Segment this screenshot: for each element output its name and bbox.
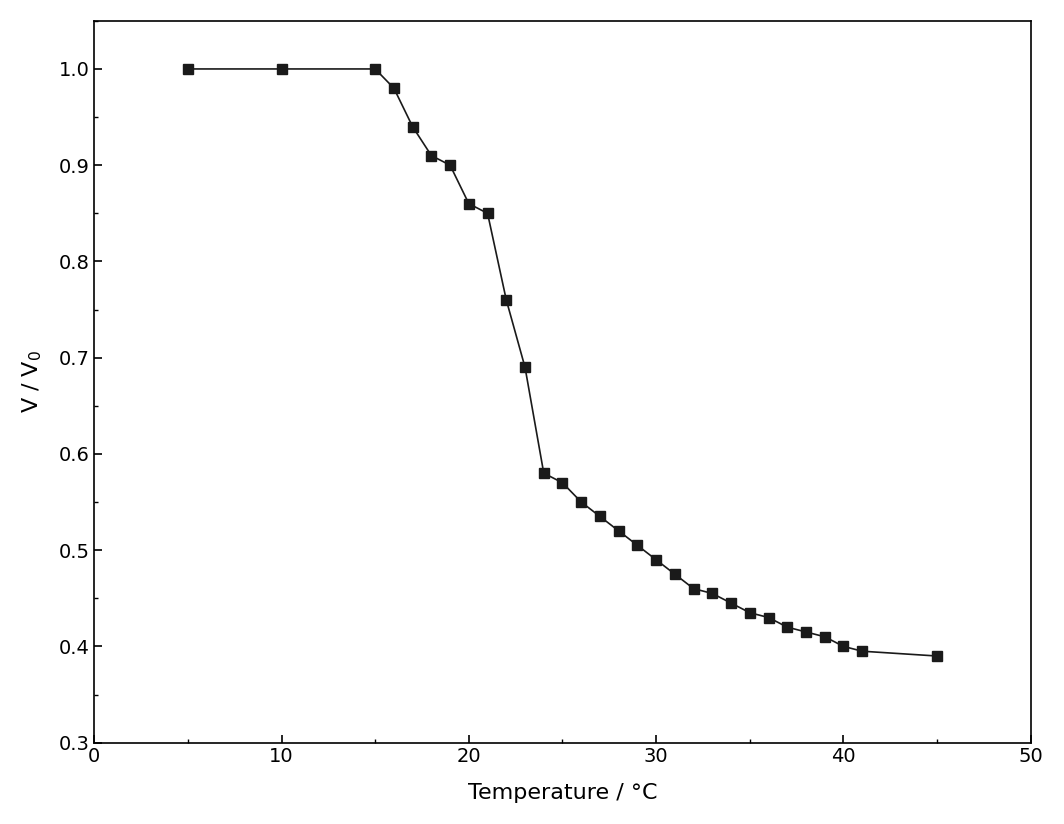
Y-axis label: V / V$_0$: V / V$_0$ [21,350,45,414]
X-axis label: Temperature / °C: Temperature / °C [468,783,658,803]
